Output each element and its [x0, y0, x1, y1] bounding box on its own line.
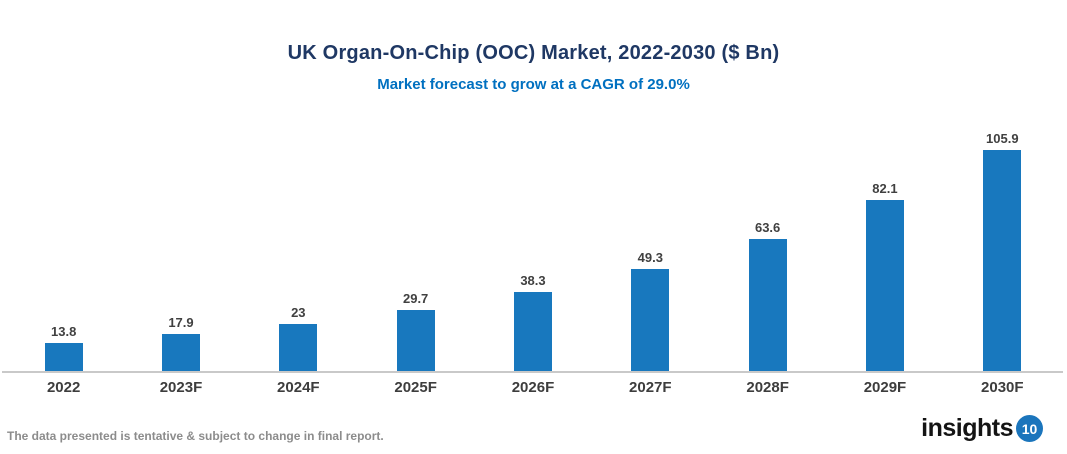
x-axis-label: 2029F [863, 379, 907, 396]
x-axis-labels: 2022 2023F 2024F 2025F 2026F 2027F 2028F 2029F 2… [5, 379, 1061, 396]
bar [631, 269, 670, 372]
bar-value-label: 63.6 [754, 220, 781, 235]
x-axis-label: 2022 [46, 379, 81, 396]
bar-column: 63.6 [709, 220, 826, 372]
bar [161, 334, 200, 372]
x-axis-label: 2026F [511, 379, 555, 396]
bar-column: 29.7 [357, 291, 474, 372]
logo-text: insights [921, 414, 1013, 442]
chart-title: UK Organ-On-Chip (OOC) Market, 2022-2030… [287, 42, 780, 64]
bar-value-label: 13.8 [51, 324, 77, 339]
x-axis-label: 2024F [277, 379, 320, 396]
insights10-logo: insights 10 [921, 415, 1043, 442]
x-axis-label: 2028F [746, 379, 789, 396]
bar-column: 23 [240, 305, 357, 372]
bar-value-label: 82.1 [872, 181, 898, 196]
bar [865, 200, 904, 372]
bar-column: 49.3 [592, 250, 709, 372]
bar-value-label: 23 [291, 305, 306, 320]
logo-badge-10: 10 [1016, 415, 1043, 442]
bar [513, 292, 552, 372]
bar [44, 343, 83, 372]
bar-column: 17.9 [122, 315, 239, 372]
bar-column: 82.1 [826, 181, 943, 372]
bar [748, 239, 787, 372]
chart-subtitle: Market forecast to grow at a CAGR of 29.… [377, 76, 690, 93]
bar [279, 324, 318, 372]
bar-value-label: 38.3 [520, 273, 546, 288]
bar [396, 310, 435, 372]
bar-column: 13.8 [5, 324, 122, 372]
bar-value-label: 29.7 [402, 291, 429, 306]
plot-area: 13.8 17.9 23 29.7 38.3 49.3 63.6 82.1 105.9 [5, 100, 1061, 372]
x-axis-label: 2030F [981, 379, 1024, 396]
bar [983, 150, 1022, 372]
x-axis-label: 2023F [159, 379, 203, 396]
footnote: The data presented is tentative & subjec… [7, 429, 384, 443]
bar-value-label: 17.9 [168, 315, 194, 330]
bar-column: 38.3 [474, 273, 591, 372]
bar-value-label: 49.3 [637, 250, 663, 265]
x-axis-line [2, 371, 1063, 373]
x-axis-label: 2027F [629, 379, 672, 396]
x-axis-label: 2025F [394, 379, 437, 396]
bar-value-label: 105.9 [986, 131, 1019, 146]
bar-column: 105.9 [944, 131, 1061, 372]
